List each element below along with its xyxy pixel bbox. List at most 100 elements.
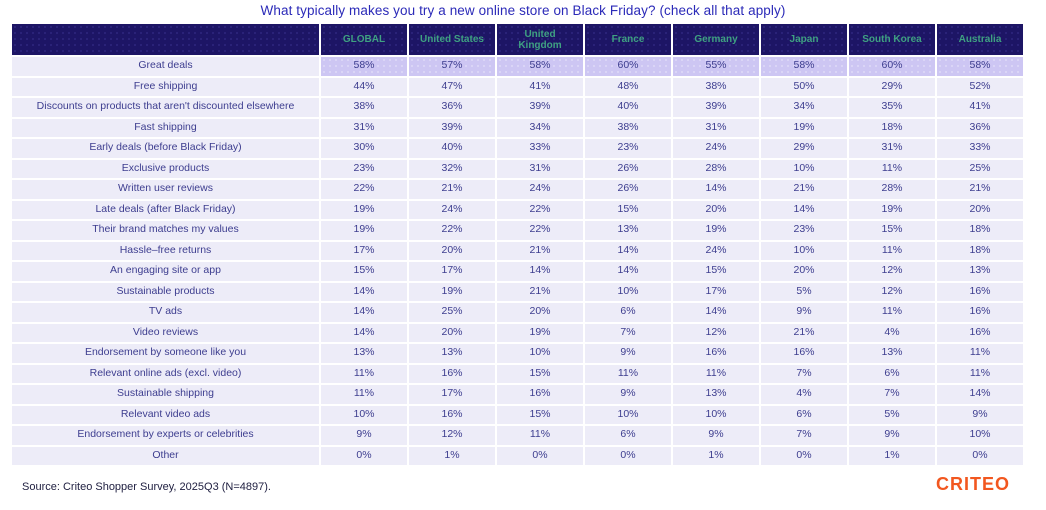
value-cell: 13% [849,344,935,363]
value-cell: 18% [937,241,1023,260]
value-cell: 10% [761,159,847,178]
value-cell: 60% [585,57,671,76]
value-cell: 39% [673,98,759,117]
value-cell: 10% [937,426,1023,445]
value-cell: 9% [321,426,407,445]
value-cell: 50% [761,77,847,96]
value-cell: 35% [849,98,935,117]
value-cell: 29% [761,139,847,158]
value-cell: 1% [673,446,759,465]
value-cell: 12% [409,426,495,445]
row-label: Sustainable shipping [12,385,319,404]
value-cell: 48% [585,77,671,96]
table-corner-cell [12,24,319,55]
value-cell: 23% [761,221,847,240]
value-cell: 25% [937,159,1023,178]
value-cell: 39% [409,118,495,137]
value-cell: 23% [321,159,407,178]
value-cell: 41% [937,98,1023,117]
row-label: Other [12,446,319,465]
value-cell: 17% [409,385,495,404]
value-cell: 30% [321,139,407,158]
value-cell: 12% [849,262,935,281]
value-cell: 6% [585,426,671,445]
value-cell: 11% [849,241,935,260]
row-label: Relevant online ads (excl. video) [12,364,319,383]
value-cell: 15% [673,262,759,281]
value-cell: 10% [761,241,847,260]
row-label: Endorsement by experts or celebrities [12,426,319,445]
value-cell: 58% [937,57,1023,76]
value-cell: 16% [937,303,1023,322]
value-cell: 34% [497,118,583,137]
value-cell: 15% [497,405,583,424]
value-cell: 38% [321,98,407,117]
value-cell: 11% [673,364,759,383]
value-cell: 14% [321,282,407,301]
row-label: Endorsement by someone like you [12,344,319,363]
value-cell: 14% [585,262,671,281]
value-cell: 11% [585,364,671,383]
value-cell: 36% [937,118,1023,137]
value-cell: 15% [321,262,407,281]
value-cell: 29% [849,77,935,96]
value-cell: 38% [585,118,671,137]
value-cell: 15% [497,364,583,383]
row-label: Hassle–free returns [12,241,319,260]
value-cell: 14% [673,180,759,199]
value-cell: 12% [849,282,935,301]
value-cell: 17% [321,241,407,260]
column-header-australia: Australia [937,24,1023,55]
value-cell: 13% [409,344,495,363]
value-cell: 26% [585,180,671,199]
value-cell: 10% [585,282,671,301]
value-cell: 14% [321,323,407,342]
value-cell: 44% [321,77,407,96]
value-cell: 15% [585,200,671,219]
row-label: Exclusive products [12,159,319,178]
value-cell: 11% [849,303,935,322]
value-cell: 19% [761,118,847,137]
value-cell: 24% [497,180,583,199]
value-cell: 14% [937,385,1023,404]
value-cell: 15% [849,221,935,240]
value-cell: 34% [761,98,847,117]
value-cell: 4% [849,323,935,342]
value-cell: 19% [321,200,407,219]
chart-title: What typically makes you try a new onlin… [260,3,786,18]
value-cell: 7% [585,323,671,342]
value-cell: 31% [849,139,935,158]
value-cell: 11% [497,426,583,445]
value-cell: 17% [409,262,495,281]
value-cell: 19% [409,282,495,301]
column-header-south-korea: South Korea [849,24,935,55]
value-cell: 38% [673,77,759,96]
value-cell: 0% [497,446,583,465]
value-cell: 16% [409,405,495,424]
value-cell: 22% [409,221,495,240]
value-cell: 10% [321,405,407,424]
column-header-united-states: United States [409,24,495,55]
value-cell: 31% [673,118,759,137]
criteo-logo: CRITEO [935,474,1010,494]
value-cell: 9% [673,426,759,445]
value-cell: 12% [673,323,759,342]
value-cell: 31% [497,159,583,178]
row-label: Great deals [12,57,319,76]
value-cell: 6% [585,303,671,322]
value-cell: 7% [849,385,935,404]
value-cell: 4% [761,385,847,404]
value-cell: 9% [585,344,671,363]
column-header-global: GLOBAL [321,24,407,55]
value-cell: 6% [761,405,847,424]
value-cell: 10% [497,344,583,363]
column-header-united-kingdom: United Kingdom [497,24,583,55]
row-label: Free shipping [12,77,319,96]
column-header-germany: Germany [673,24,759,55]
value-cell: 55% [673,57,759,76]
value-cell: 24% [409,200,495,219]
source-note: Source: Criteo Shopper Survey, 2025Q3 (N… [22,481,271,493]
row-label: Late deals (after Black Friday) [12,200,319,219]
value-cell: 0% [321,446,407,465]
value-cell: 13% [673,385,759,404]
